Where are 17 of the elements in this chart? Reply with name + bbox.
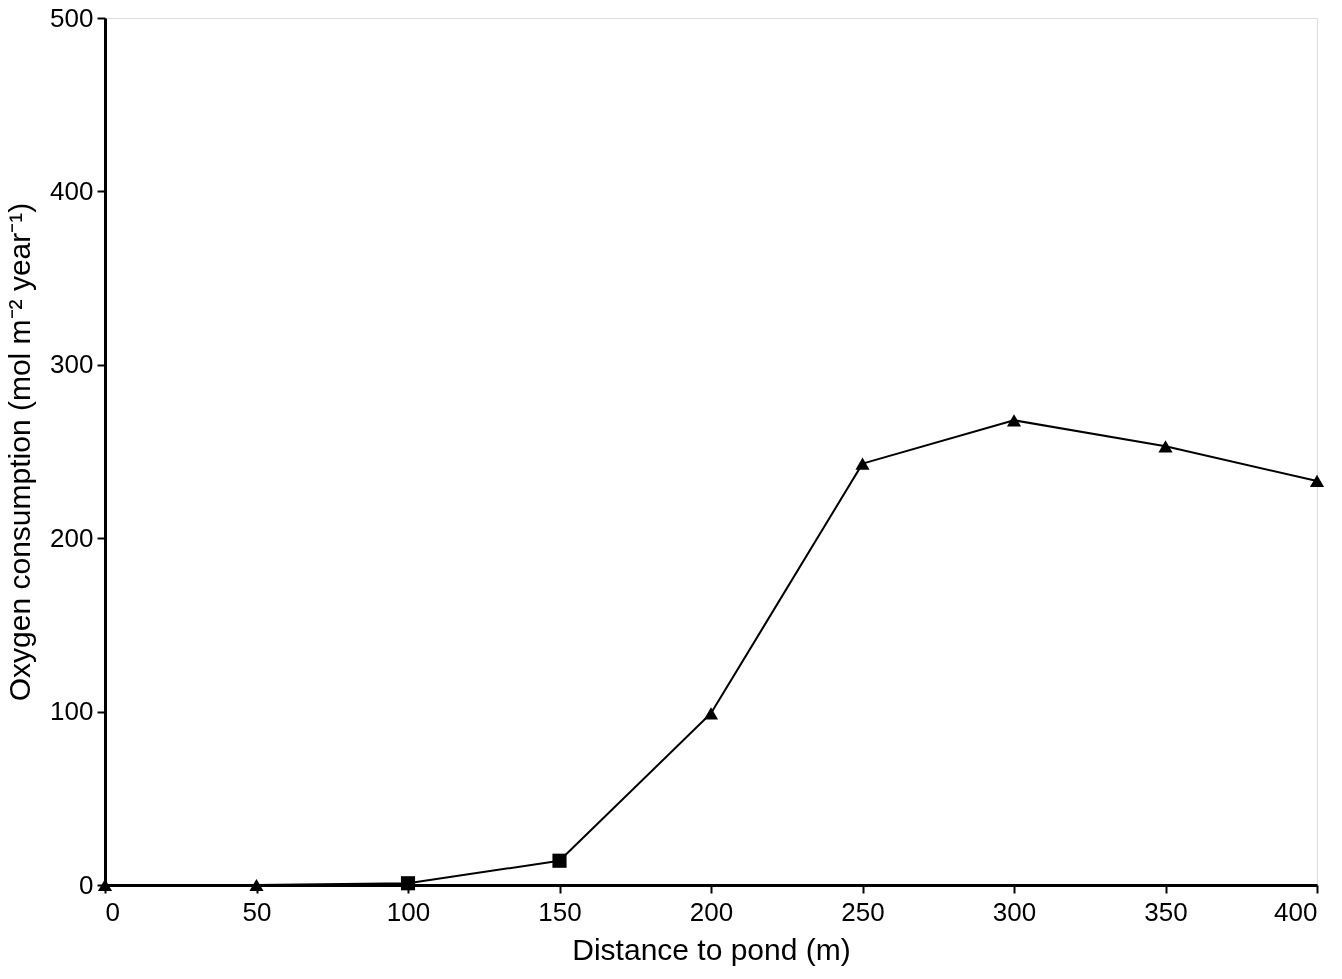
y-tick-label: 0 [79, 869, 94, 900]
x-tick-label: 50 [242, 896, 272, 927]
y-tick-label: 300 [50, 349, 94, 380]
x-axis-title: Distance to pond (m) [572, 932, 851, 966]
x-tick-label: 350 [1144, 896, 1188, 927]
x-tick-label: 400 [1274, 896, 1318, 927]
x-tick-label: 100 [386, 896, 431, 927]
y-tick-label: 100 [50, 696, 94, 727]
y-tick-label: 200 [50, 522, 94, 553]
y-tick-label: 400 [50, 175, 94, 206]
x-tick-label: 250 [841, 896, 885, 927]
x-tick-label: 300 [992, 896, 1037, 927]
x-tick-label: 200 [689, 896, 734, 927]
x-tick-label: 0 [105, 896, 120, 927]
y-tick-label: 500 [50, 2, 94, 33]
y-axis-title: Oxygen consumption (mol m⁻² year⁻¹) [3, 202, 37, 702]
x-tick-label: 150 [538, 896, 582, 927]
